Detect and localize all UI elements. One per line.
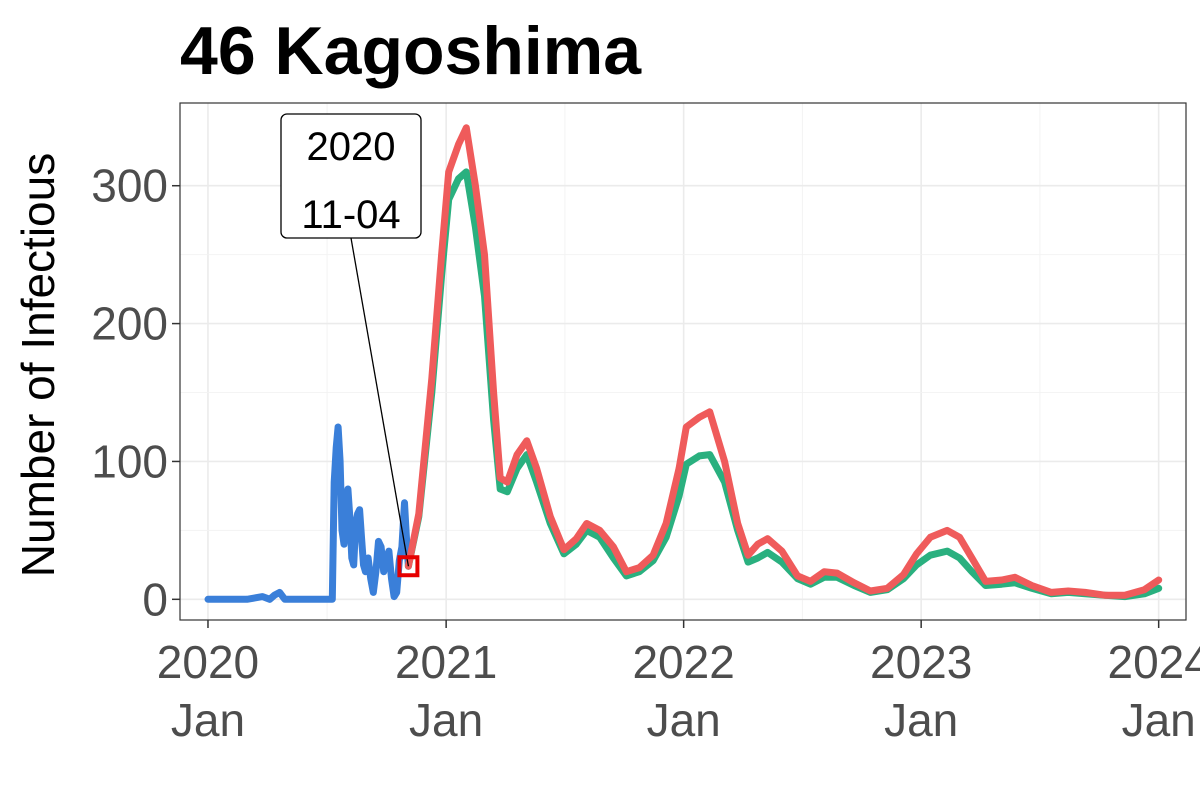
x-tick-label-year: 2022 bbox=[632, 636, 734, 688]
x-tick-label-year: 2023 bbox=[870, 636, 972, 688]
y-tick-label: 300 bbox=[91, 160, 168, 212]
x-tick-label-year: 2021 bbox=[395, 636, 497, 688]
y-axis-ticks: 0 100 200 300 bbox=[91, 160, 180, 625]
x-tick-label-month: Jan bbox=[884, 694, 958, 746]
x-tick-label-year: 2024 bbox=[1107, 636, 1200, 688]
x-tick-label-month: Jan bbox=[1122, 694, 1196, 746]
callout-date: 11-04 bbox=[301, 193, 400, 237]
x-tick-label-month: Jan bbox=[647, 694, 721, 746]
chart-title: 46 Kagoshima bbox=[180, 13, 642, 89]
series-line-2 bbox=[404, 168, 1163, 601]
callout-leader-line bbox=[350, 237, 410, 567]
y-tick-label: 100 bbox=[91, 435, 168, 487]
callout-year: 2020 bbox=[307, 125, 396, 169]
series-group bbox=[204, 124, 1163, 603]
date-annotation: 2020 11-04 bbox=[280, 113, 422, 578]
callout-box bbox=[280, 113, 422, 239]
annotation-marker bbox=[397, 555, 420, 578]
x-tick-label-month: Jan bbox=[409, 694, 483, 746]
x-axis-ticks: 2020 Jan 2021 Jan 2022 Jan 2023 Jan 2024 Jan bbox=[157, 620, 1200, 746]
series-line-3 bbox=[404, 124, 1163, 599]
y-tick-label: 0 bbox=[142, 573, 168, 625]
y-axis-label: Number of Infectious bbox=[12, 153, 64, 577]
x-tick-label-year: 2020 bbox=[157, 636, 259, 688]
x-tick-label-month: Jan bbox=[171, 694, 245, 746]
series-line-1 bbox=[204, 423, 412, 603]
y-tick-label: 200 bbox=[91, 298, 168, 350]
